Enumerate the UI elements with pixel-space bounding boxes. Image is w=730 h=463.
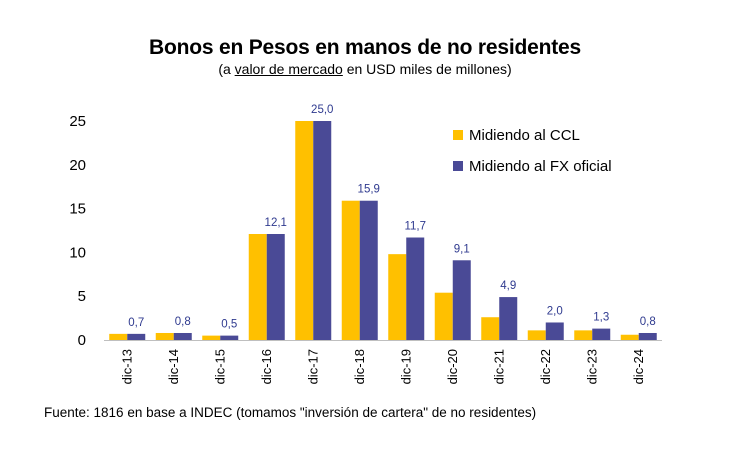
data-label: 12,1 <box>265 217 287 229</box>
data-label: 11,7 <box>404 221 426 233</box>
bar-ccl <box>341 200 360 340</box>
bar-ccl <box>434 292 453 340</box>
data-label: 4,9 <box>500 280 516 292</box>
data-label: 0,7 <box>128 317 144 329</box>
x-tick-label: dic-24 <box>631 349 646 384</box>
x-tick-label: dic-18 <box>352 349 367 384</box>
data-label: 0,5 <box>221 319 237 331</box>
bar-fx-oficial <box>359 200 378 340</box>
x-tick-label: dic-14 <box>166 349 181 384</box>
bar-ccl <box>620 334 639 340</box>
subtitle-prefix: (a <box>218 61 235 77</box>
bar-ccl <box>202 335 221 340</box>
y-tick-label: 5 <box>78 288 86 305</box>
x-tick-label: dic-20 <box>445 349 460 384</box>
bar-ccl <box>481 317 500 340</box>
data-label: 25,0 <box>311 104 333 116</box>
x-tick-label: dic-15 <box>212 349 227 384</box>
y-tick-label: 15 <box>69 201 86 218</box>
bar-fx-oficial <box>406 237 425 340</box>
bar-ccl <box>295 121 314 340</box>
x-tick-label: dic-17 <box>305 349 320 384</box>
y-tick-label: 0 <box>78 332 86 349</box>
bar-ccl <box>248 234 267 340</box>
bar-ccl <box>574 330 593 340</box>
bar-fx-oficial <box>499 297 518 340</box>
legend-label: Midiendo al FX oficial <box>469 158 612 175</box>
y-tick-label: 20 <box>69 157 86 174</box>
legend-swatch <box>453 130 463 140</box>
bar-ccl <box>527 330 546 340</box>
bar-fx-oficial <box>638 332 657 340</box>
bar-fx-oficial <box>313 121 332 340</box>
bar-fx-oficial <box>592 328 611 340</box>
data-label: 1,3 <box>593 312 609 324</box>
subtitle-suffix: en USD miles de millones) <box>342 61 512 77</box>
x-tick-label: dic-22 <box>538 349 553 384</box>
bar-fx-oficial <box>220 335 239 340</box>
data-label: 15,9 <box>358 184 380 196</box>
bar-fx-oficial <box>173 332 192 340</box>
legend-swatch <box>453 161 463 171</box>
bar-fx-oficial <box>127 333 146 340</box>
x-tick-label: dic-21 <box>491 349 506 384</box>
x-tick-label: dic-23 <box>584 349 599 384</box>
data-label: 2,0 <box>547 305 563 317</box>
bar-fx-oficial <box>266 234 285 340</box>
x-tick-label: dic-19 <box>398 349 413 384</box>
bar-ccl <box>109 333 128 340</box>
bar-ccl <box>388 254 407 340</box>
bar-fx-oficial <box>545 322 564 340</box>
legend-label: Midiendo al CCL <box>469 127 580 144</box>
x-tick-label: dic-16 <box>259 349 274 384</box>
data-label: 0,8 <box>175 316 191 328</box>
data-label: 0,8 <box>640 316 656 328</box>
y-tick-label: 10 <box>69 244 86 261</box>
subtitle-underlined: valor de mercado <box>234 61 343 77</box>
data-label: 9,1 <box>454 243 470 255</box>
chart-title: Bonos en Pesos en manos de no residentes <box>149 36 581 59</box>
y-tick-label: 25 <box>69 113 86 130</box>
bar-ccl <box>155 332 174 340</box>
x-tick-label: dic-13 <box>119 349 134 384</box>
bar-fx-oficial <box>452 260 471 340</box>
chart-subtitle: (a valor de mercado en USD miles de mill… <box>0 61 730 77</box>
source-note: Fuente: 1816 en base a INDEC (tomamos "i… <box>44 405 537 420</box>
